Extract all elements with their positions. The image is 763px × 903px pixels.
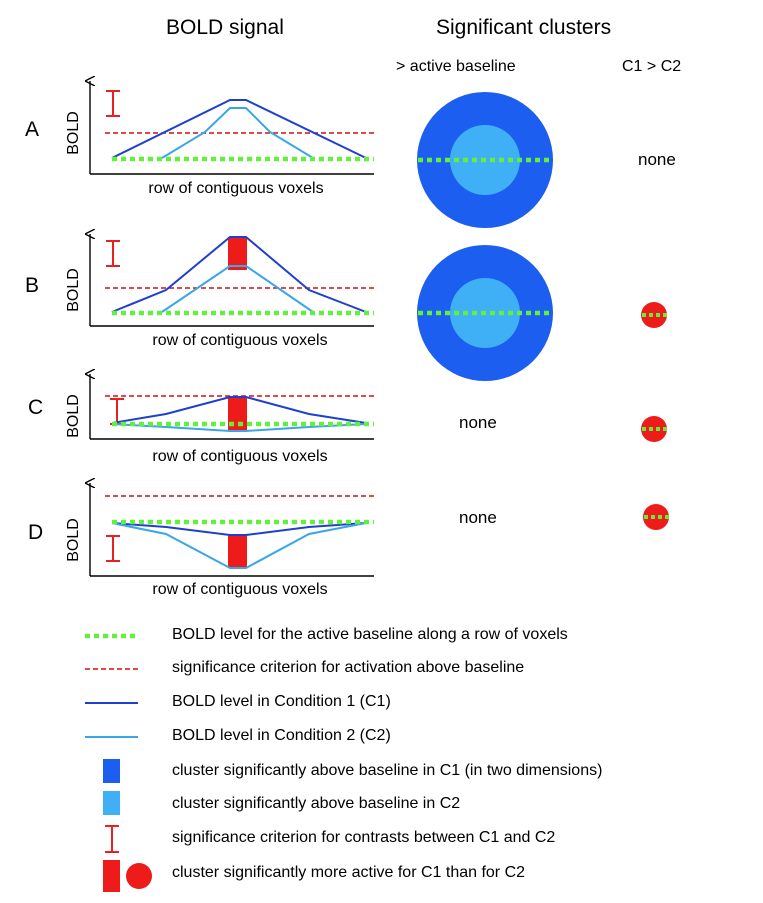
header-active-baseline: > active baseline bbox=[396, 58, 516, 75]
legend-cluster-c2-swatch bbox=[103, 791, 120, 815]
panel-a-xlabel: row of contiguous voxels bbox=[148, 180, 323, 197]
panel-c-contrast-dot bbox=[641, 416, 667, 442]
panel-d-active-baseline-none: none bbox=[459, 508, 497, 527]
panel-a-ylabel: BOLD bbox=[65, 111, 82, 155]
panel-label-d: D bbox=[28, 521, 44, 544]
legend-contrast-criterion-swatch bbox=[105, 825, 119, 853]
legend-contrast-dot-swatch bbox=[126, 863, 152, 889]
legend-text-c1: BOLD level in Condition 1 (C1) bbox=[172, 693, 391, 710]
panel-d-xlabel: row of contiguous voxels bbox=[152, 581, 327, 598]
legend-text-contrast-criterion: significance criterion for contrasts bet… bbox=[172, 829, 556, 846]
header-c1-gt-c2: C1 > C2 bbox=[622, 58, 682, 75]
panel-a-plot: BOLD row of contiguous voxels bbox=[65, 81, 374, 197]
panel-b-contrast-criterion bbox=[106, 240, 120, 267]
panel-label-b: B bbox=[25, 274, 40, 297]
panel-c-xlabel: row of contiguous voxels bbox=[152, 448, 327, 465]
header-bold-signal: BOLD signal bbox=[166, 16, 284, 39]
header-significant-clusters: Significant clusters bbox=[436, 16, 612, 39]
panel-b-ylabel: BOLD bbox=[65, 268, 82, 312]
panel-b-xlabel: row of contiguous voxels bbox=[152, 332, 327, 349]
panel-d-c1-line bbox=[111, 522, 367, 536]
panel-b-c2-line bbox=[161, 265, 314, 313]
legend-text-contrast-cluster: cluster significantly more active for C1… bbox=[172, 864, 526, 881]
panel-c-c2-line bbox=[111, 423, 367, 432]
panel-b-c1-line bbox=[111, 236, 367, 313]
panel-d-contrast-bar bbox=[228, 535, 247, 568]
panel-a-c1-gt-c2-none: none bbox=[638, 150, 676, 169]
panel-d-plot: BOLD row of contiguous voxels bbox=[65, 483, 374, 598]
legend-text-c2: BOLD level in Condition 2 (C2) bbox=[172, 727, 391, 744]
legend-text-cluster-c2: cluster significantly above baseline in … bbox=[172, 795, 461, 812]
panel-a-clusters bbox=[417, 92, 553, 228]
panel-label-c: C bbox=[28, 396, 44, 419]
panel-d-contrast-criterion bbox=[106, 535, 120, 562]
panel-label-a: A bbox=[25, 118, 40, 141]
panel-b-clusters bbox=[417, 245, 553, 381]
panel-c-ylabel: BOLD bbox=[65, 394, 82, 438]
panel-a-c1-line bbox=[111, 99, 367, 159]
panel-c-active-baseline-none: none bbox=[459, 413, 497, 432]
panel-a-c2-line bbox=[161, 107, 314, 159]
panel-c-c1-line bbox=[111, 396, 367, 424]
panel-d-ylabel: BOLD bbox=[65, 518, 82, 562]
legend-text-baseline: BOLD level for the active baseline along… bbox=[172, 626, 568, 643]
panel-c-contrast-criterion bbox=[110, 398, 124, 425]
panel-d-c2-line bbox=[111, 522, 367, 569]
panel-d-contrast-dot bbox=[643, 504, 669, 530]
legend-text-cluster-c1: cluster significantly above baseline in … bbox=[172, 762, 603, 779]
panel-b-contrast-dot bbox=[641, 302, 667, 328]
legend-contrast-bar-swatch bbox=[103, 860, 120, 892]
panel-b-contrast-bar bbox=[228, 237, 247, 270]
legend-text-criterion: significance criterion for activation ab… bbox=[172, 659, 525, 676]
panel-a-contrast-criterion bbox=[106, 90, 120, 117]
panel-c-plot: BOLD row of contiguous voxels bbox=[65, 374, 374, 465]
legend-cluster-c1-swatch bbox=[103, 759, 120, 783]
panel-b-plot: BOLD row of contiguous voxels bbox=[65, 234, 374, 349]
legend-symbols bbox=[85, 633, 152, 892]
